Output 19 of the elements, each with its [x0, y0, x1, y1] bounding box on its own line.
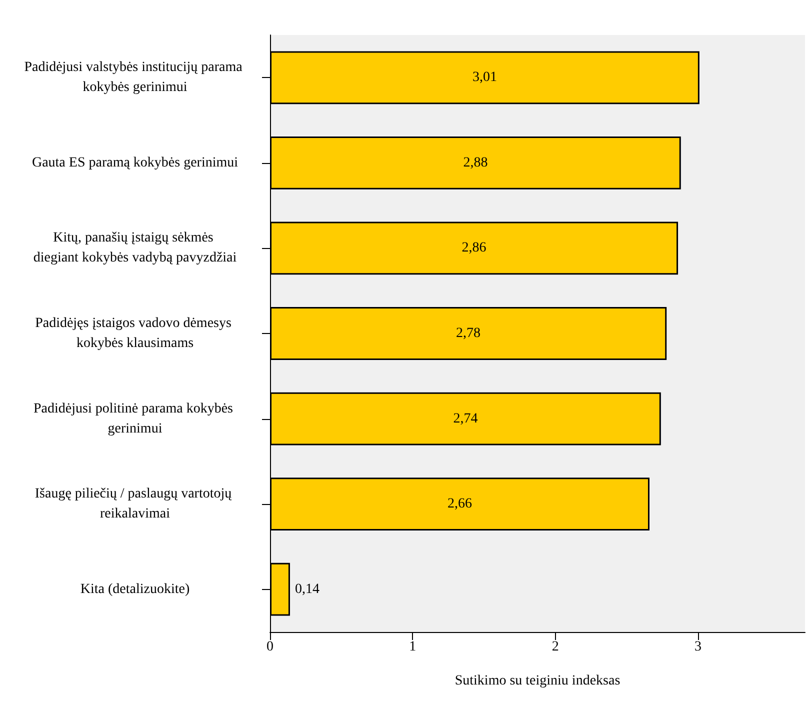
y-tick-label: Padidėjęs įstaigos vadovo dėmesys kokybės klausimams [35, 316, 235, 351]
y-tick-label: Padidėjusi valstybės institucijų parama kokybės gerinimui [24, 60, 246, 96]
x-tick-label: 0 [266, 640, 274, 654]
x-tick-label: 2 [552, 640, 559, 654]
data-label: 2,86 [462, 240, 486, 256]
data-label: 2,66 [447, 496, 472, 512]
y-tick-label: Kita (detalizuokite) [80, 582, 190, 597]
data-label: 0,14 [294, 582, 320, 597]
data-label: 3,01 [472, 70, 497, 86]
y-tick-label: Padidėjusi politinė parama kokybės gerinimui [34, 401, 236, 436]
data-label: 2,78 [456, 326, 481, 341]
data-label: 2,74 [453, 411, 478, 426]
y-tick-label: Kitų, panašių įstaigų sėkmės diegiant kokybės vadybą pavyzdžiai [33, 230, 237, 266]
data-label: 2,88 [463, 155, 488, 170]
y-tick-label: Išaugę piliečių / paslaugų vartotojų reikalavimai [34, 486, 236, 522]
y-tick-label: Gauta ES paramą kokybės gerinimui [32, 155, 238, 170]
x-axis-title: Sutikimo su teiginiu indeksas [454, 674, 620, 688]
x-tick-label: 1 [409, 640, 416, 654]
x-tick-label: 3 [694, 640, 702, 654]
